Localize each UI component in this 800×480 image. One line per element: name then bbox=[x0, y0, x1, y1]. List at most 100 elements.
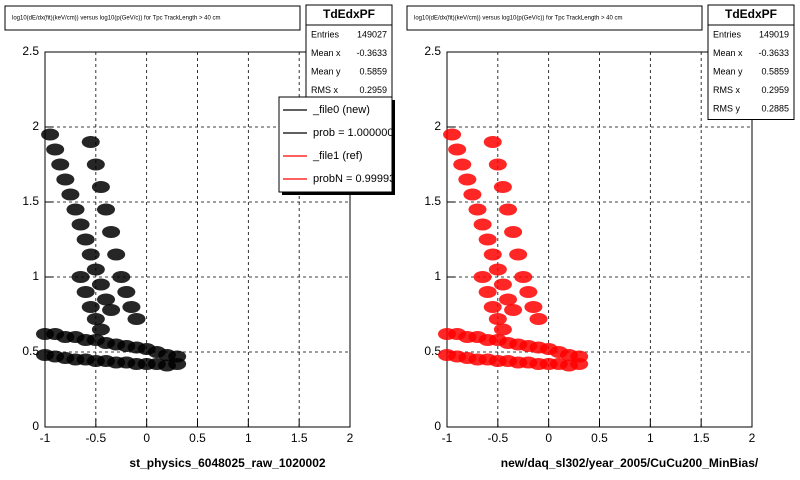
x-tick-label: 0 bbox=[143, 431, 150, 445]
point bbox=[86, 263, 105, 276]
point bbox=[529, 313, 548, 325]
point bbox=[81, 248, 100, 261]
stats-label: Mean x bbox=[311, 48, 341, 58]
panel: -1 -0.5 0 0.5 1 1.5 2 0 0.5 1 1.5 2 2.5 new/daq_sl302… bbox=[406, 4, 795, 470]
stats-title: TdEdxPF bbox=[323, 7, 375, 21]
x-tick-label: 2 bbox=[749, 431, 756, 445]
stats-label: Mean y bbox=[311, 66, 341, 76]
y-tick-label: 0.5 bbox=[22, 344, 39, 358]
point bbox=[61, 188, 80, 201]
x-tick-label: 1.5 bbox=[693, 431, 710, 445]
point bbox=[127, 313, 146, 325]
x-tick-label: 1 bbox=[245, 431, 252, 445]
legend-label: probN = 0.99993 bbox=[313, 173, 395, 185]
point bbox=[91, 278, 110, 291]
stats-box bbox=[707, 4, 795, 120]
stats-value: 0.2959 bbox=[761, 85, 789, 95]
point bbox=[509, 248, 528, 261]
x-axis-label: st_physics_6048025_raw_1020002 bbox=[129, 456, 325, 470]
point bbox=[86, 313, 105, 325]
point bbox=[122, 301, 141, 313]
point bbox=[478, 286, 497, 298]
point bbox=[168, 358, 187, 370]
point bbox=[51, 158, 70, 171]
point bbox=[483, 136, 502, 148]
point bbox=[71, 218, 90, 231]
y-tick-label: 1 bbox=[434, 269, 441, 283]
x-tick-label: 0.5 bbox=[591, 431, 608, 445]
stats-box bbox=[305, 4, 393, 102]
point bbox=[76, 233, 95, 246]
y-tick-label: 2 bbox=[434, 119, 441, 133]
legend-label: _file0 (new) bbox=[312, 104, 370, 116]
legend-label: _file1 (ref) bbox=[312, 150, 363, 162]
stats-label: RMS y bbox=[713, 103, 741, 113]
point bbox=[483, 248, 502, 261]
stats-value: -0.3633 bbox=[356, 48, 387, 58]
point bbox=[524, 301, 543, 313]
point bbox=[448, 143, 467, 156]
x-tick-label: 1.5 bbox=[291, 431, 308, 445]
legend-box bbox=[278, 96, 393, 193]
stats-value: 149019 bbox=[759, 29, 789, 39]
point bbox=[483, 301, 502, 313]
stats-label: RMS x bbox=[713, 85, 741, 95]
y-tick-label: 1.5 bbox=[22, 194, 39, 208]
point bbox=[514, 271, 533, 283]
y-tick-label: 2.5 bbox=[424, 44, 441, 58]
y-tick-label: 2 bbox=[32, 119, 39, 133]
stats-value: -0.3633 bbox=[758, 48, 789, 58]
x-tick-label: -0.5 bbox=[487, 431, 508, 445]
point bbox=[91, 181, 110, 193]
point bbox=[76, 286, 95, 298]
stats-label: RMS x bbox=[311, 85, 339, 95]
x-tick-label: -1 bbox=[442, 431, 453, 445]
point bbox=[499, 203, 517, 216]
point bbox=[81, 301, 100, 313]
stats-value: 0.2885 bbox=[761, 103, 789, 113]
y-tick-label: 0 bbox=[434, 419, 441, 433]
point bbox=[473, 218, 492, 231]
panel: -1 -0.5 0 0.5 1 1.5 2 0 0.5 1 1.5 2 2.5 st_physics_60… bbox=[4, 4, 395, 470]
point bbox=[478, 233, 497, 246]
stats-value: 149027 bbox=[357, 29, 387, 39]
x-tick-label: 0 bbox=[545, 431, 552, 445]
x-tick-label: -0.5 bbox=[85, 431, 106, 445]
stats-label: Entries bbox=[713, 29, 742, 39]
x-tick-label: 1 bbox=[647, 431, 654, 445]
point bbox=[66, 203, 85, 216]
point bbox=[504, 226, 523, 238]
point bbox=[504, 304, 523, 316]
point bbox=[97, 293, 115, 306]
stats-title: TdEdxPF bbox=[725, 7, 777, 21]
y-tick-label: 0 bbox=[32, 419, 39, 433]
x-axis-label: new/daq_sl302/year_2005/CuCu200_MinBias/ bbox=[501, 456, 759, 470]
point bbox=[468, 203, 487, 216]
point bbox=[488, 263, 507, 276]
point bbox=[102, 304, 121, 316]
point bbox=[493, 278, 512, 291]
stats-value: 0.5859 bbox=[359, 66, 387, 76]
point bbox=[91, 323, 110, 336]
chart-title: log10(dE/dx(fit)(keV/cm)) versus log10(p… bbox=[12, 16, 220, 22]
point bbox=[463, 188, 482, 201]
chart-title: log10(dE/dx(fit)(keV/cm)) versus log10(p… bbox=[414, 16, 622, 22]
title-box bbox=[406, 5, 703, 31]
y-tick-label: 1 bbox=[32, 269, 39, 283]
stats-value: 0.2959 bbox=[359, 85, 387, 95]
stats-label: Entries bbox=[311, 29, 340, 39]
legend: _file0 (new) prob = 1.000000 _file1 (ref) p… bbox=[283, 104, 395, 185]
point bbox=[443, 128, 462, 141]
point bbox=[493, 181, 512, 193]
point bbox=[41, 128, 60, 141]
legend-label: prob = 1.000000 bbox=[313, 127, 393, 139]
x-tick-label: 0.5 bbox=[189, 431, 206, 445]
stats-label: Mean x bbox=[713, 48, 743, 58]
point bbox=[499, 293, 517, 306]
point bbox=[71, 271, 90, 283]
point bbox=[46, 143, 65, 156]
point bbox=[570, 358, 589, 370]
x-tick-label: -1 bbox=[40, 431, 51, 445]
y-tick-label: 2.5 bbox=[22, 44, 39, 58]
